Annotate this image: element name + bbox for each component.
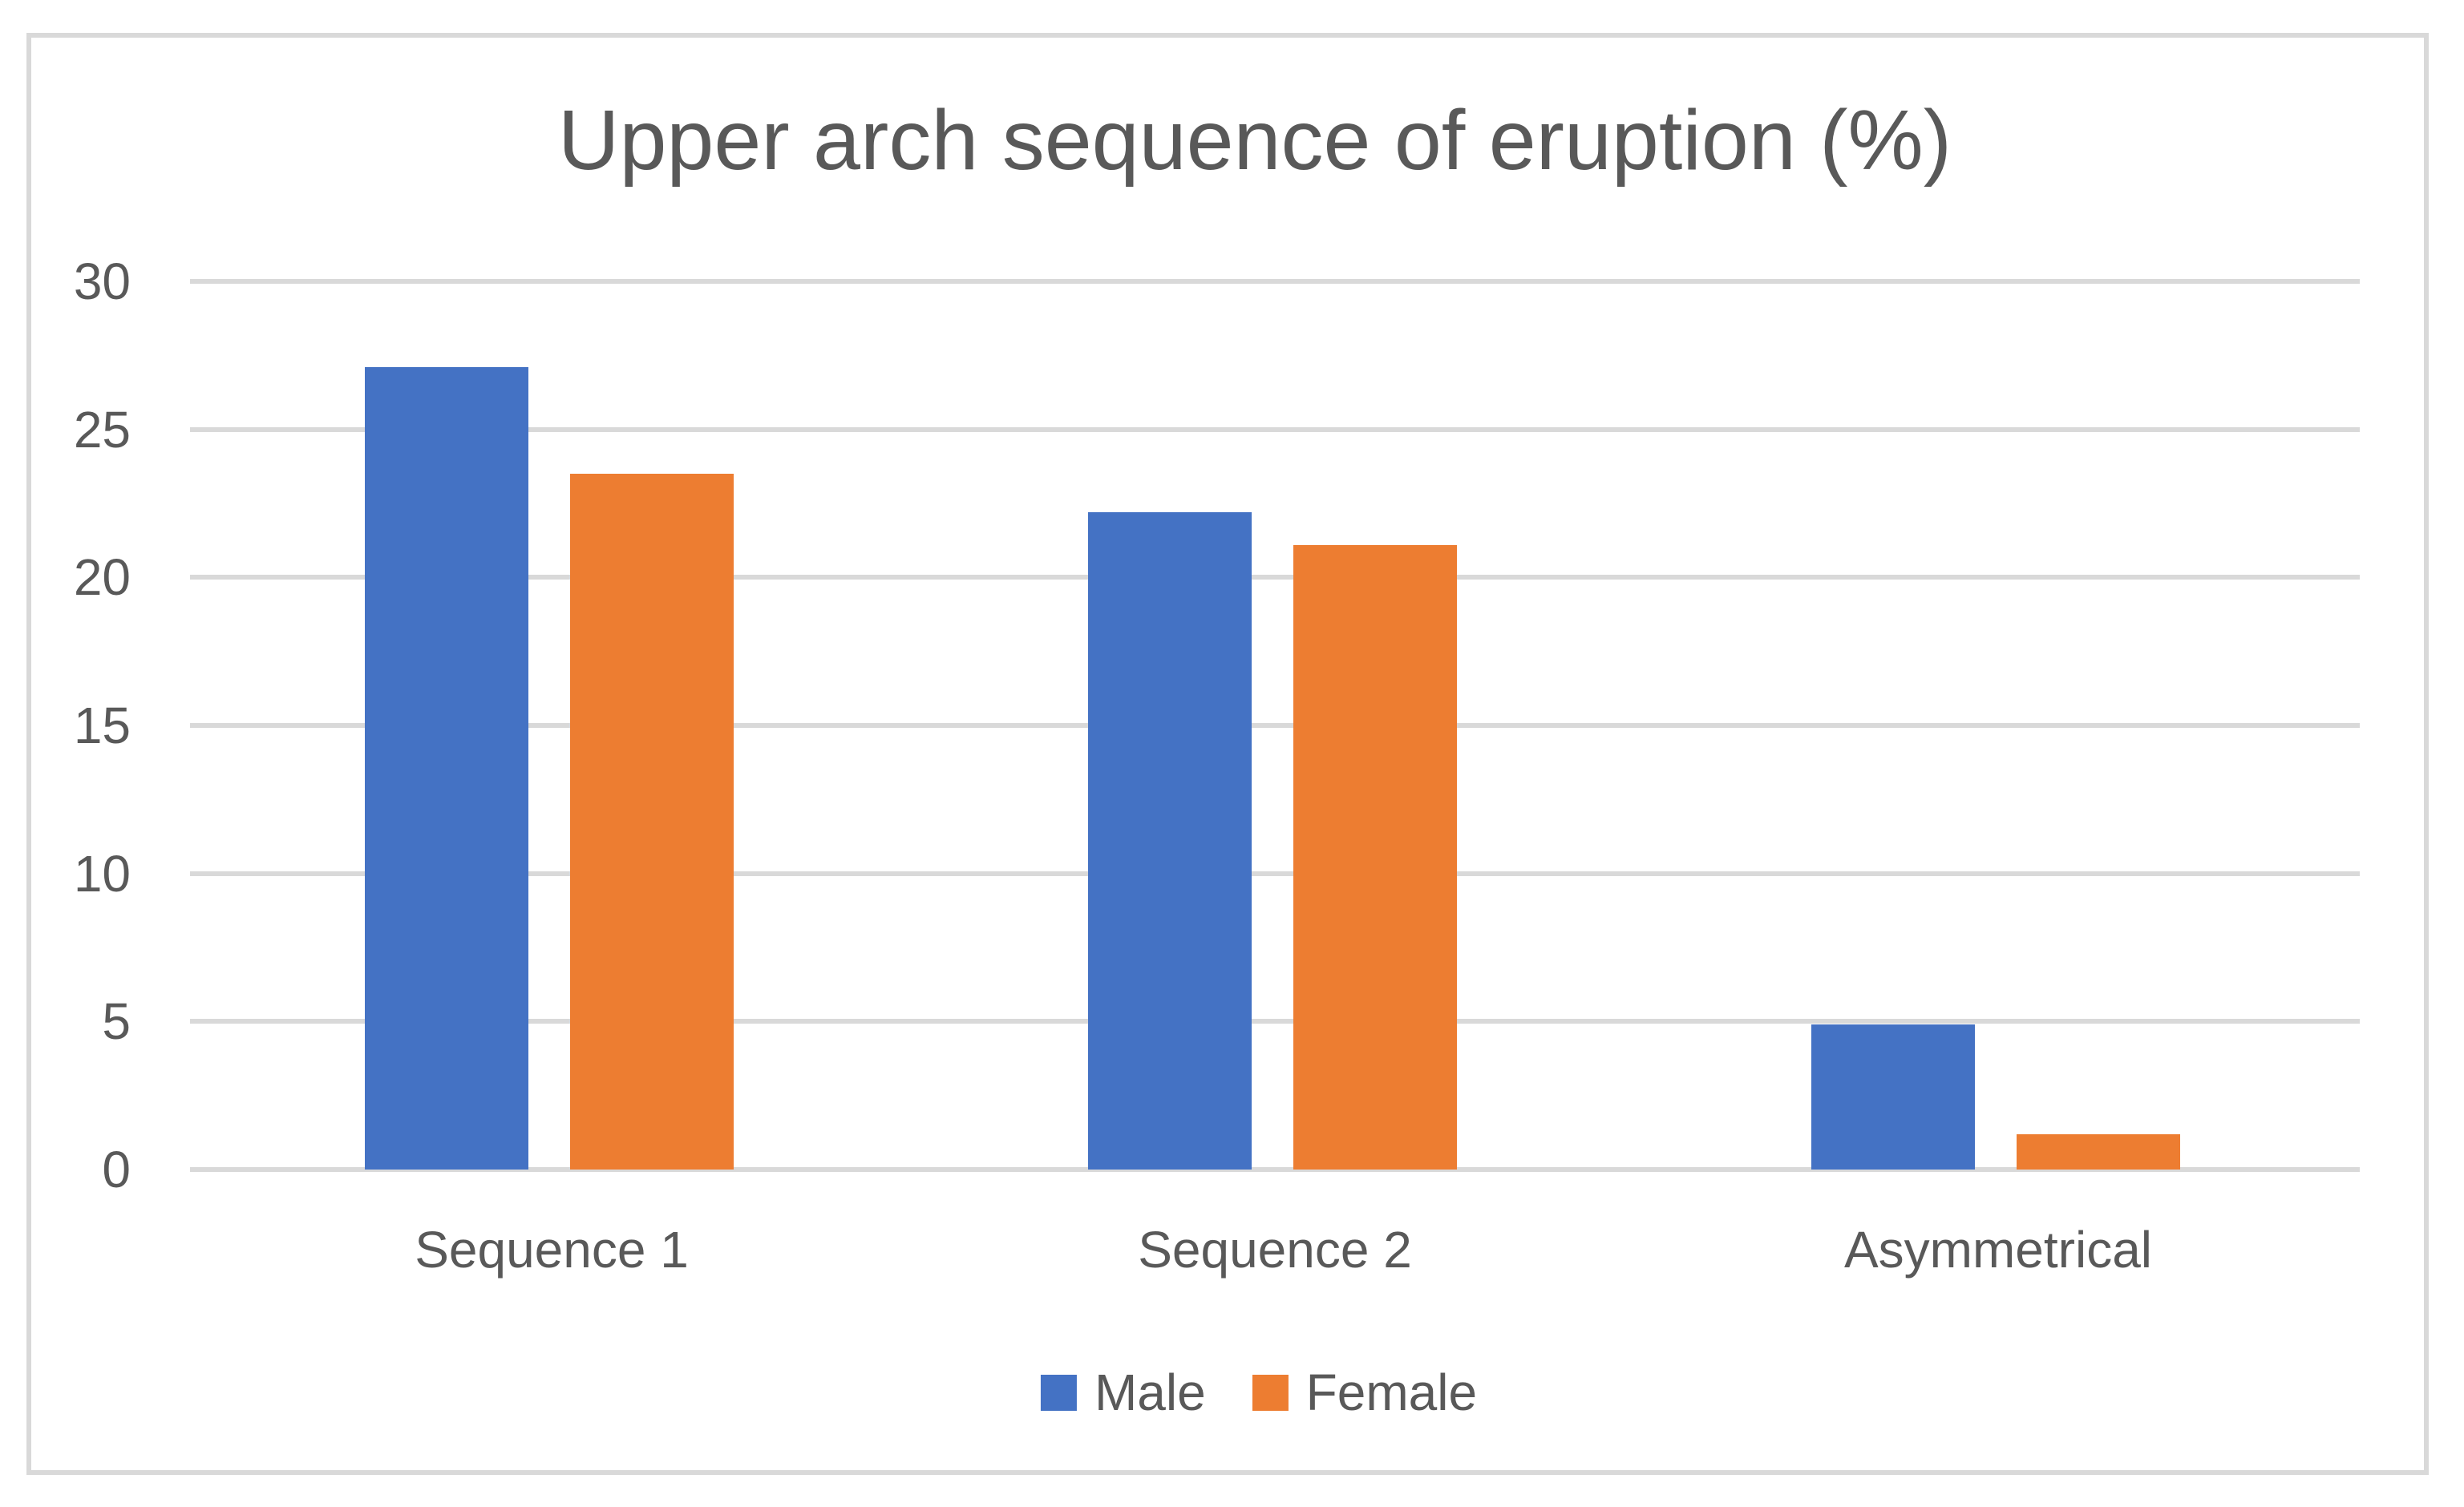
y-axis-tick-label: 0 [102, 1141, 131, 1198]
legend-swatch-male [1040, 1374, 1077, 1411]
y-axis-tick-label: 20 [73, 548, 131, 607]
y-axis-tick-label: 10 [73, 844, 131, 903]
legend-item-male: Male [1040, 1364, 1206, 1421]
gridline-y-15 [190, 723, 2360, 728]
gridline-y-5 [190, 1019, 2360, 1024]
bar-male-sequence-2 [1088, 512, 1252, 1170]
legend-label-female: Female [1305, 1364, 1478, 1421]
legend-swatch-female [1252, 1374, 1289, 1411]
gridline-y-25 [190, 426, 2360, 432]
x-axis-category-label: Sequence 1 [415, 1221, 689, 1279]
y-axis-tick-label: 5 [102, 992, 131, 1051]
gridline-y-10 [190, 871, 2360, 876]
y-axis-tick-label: 15 [73, 697, 131, 754]
gridline-y-20 [190, 575, 2360, 580]
bar-male-sequence-1 [365, 367, 528, 1170]
legend: Male Female [1040, 1364, 1477, 1421]
gridline-y-0 [190, 1167, 2360, 1172]
legend-label-male: Male [1094, 1364, 1206, 1421]
bar-female-asymmetrical [2017, 1133, 2180, 1170]
y-axis-tick-label: 25 [73, 400, 131, 459]
legend-item-female: Female [1252, 1367, 1477, 1418]
bar-female-sequence-2 [1293, 544, 1457, 1170]
bar-male-asymmetrical [1811, 1024, 1975, 1170]
y-axis-tick-label: 30 [73, 253, 131, 310]
x-axis-category-label: Sequence 2 [1138, 1221, 1412, 1279]
chart-title: Upper arch sequence of eruption (%) [557, 93, 1952, 188]
x-axis-category-label: Asymmetrical [1843, 1221, 2153, 1279]
bar-female-sequence-1 [570, 474, 734, 1170]
gridline-y-30 [190, 279, 2360, 284]
